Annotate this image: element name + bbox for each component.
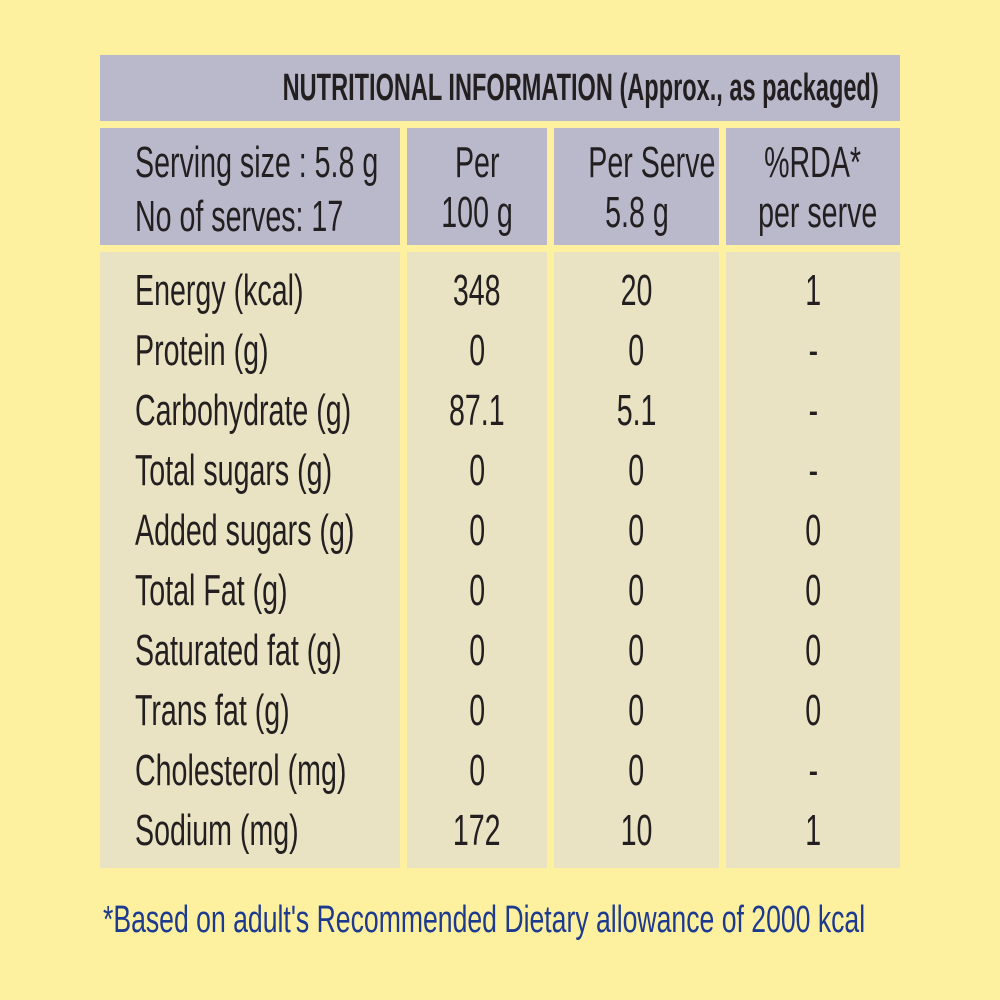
header-per-serve: Per Serve 5.8 g bbox=[554, 128, 719, 245]
cell-rda: 0 bbox=[805, 626, 821, 675]
cell-rda: - bbox=[808, 746, 818, 795]
footnote-text: *Based on adult's Recommended Dietary al… bbox=[103, 899, 866, 941]
cell-per-serve: 0 bbox=[628, 446, 645, 495]
cell-per-100g: 0 bbox=[469, 746, 485, 795]
cell-nutrient: Sodium (mg) bbox=[135, 806, 299, 855]
cell-nutrient: Total sugars (g) bbox=[135, 446, 333, 495]
cell-per-100g: 0 bbox=[469, 626, 485, 675]
cell-rda: 1 bbox=[805, 806, 821, 855]
cell-per-100g: 0 bbox=[469, 446, 485, 495]
header-per-100g: Per 100 g bbox=[407, 128, 547, 245]
cell-per-serve: 0 bbox=[628, 686, 645, 735]
cell-nutrient: Added sugars (g) bbox=[135, 506, 355, 555]
header-text: %RDA* bbox=[764, 138, 862, 187]
header-rda: %RDA* per serve bbox=[726, 128, 900, 245]
cell-nutrient: Carbohydrate (g) bbox=[135, 386, 352, 435]
cell-per-100g: 87.1 bbox=[449, 386, 505, 435]
cell-per-serve: 0 bbox=[628, 626, 645, 675]
cell-rda: 0 bbox=[805, 506, 821, 555]
cell-rda: - bbox=[808, 386, 818, 435]
cell-per-serve: 10 bbox=[620, 806, 653, 855]
cell-per-100g: 172 bbox=[453, 806, 501, 855]
cell-rda: 1 bbox=[805, 266, 821, 315]
header-text: Per bbox=[454, 138, 500, 187]
serving-size: Serving size : 5.8 g bbox=[135, 138, 379, 187]
cell-per-100g: 0 bbox=[469, 686, 485, 735]
column-rda: 1 - - - 0 0 0 0 - 1 bbox=[726, 252, 900, 868]
header-text: Per Serve bbox=[588, 138, 716, 187]
column-nutrient: Energy (kcal) Protein (g) Carbohydrate (g)… bbox=[100, 252, 400, 868]
column-per-serve: 20 0 5.1 0 0 0 0 0 0 10 bbox=[554, 252, 719, 868]
cell-per-serve: 0 bbox=[628, 506, 645, 555]
cell-nutrient: Protein (g) bbox=[135, 326, 269, 375]
table-title: NUTRITIONAL INFORMATION (Approx., as pac… bbox=[100, 55, 900, 121]
title-text: NUTRITIONAL INFORMATION (Approx., as pac… bbox=[282, 67, 879, 109]
column-per-100g: 348 0 87.1 0 0 0 0 0 0 172 bbox=[407, 252, 547, 868]
cell-per-serve: 5.1 bbox=[616, 386, 657, 435]
cell-per-serve: 0 bbox=[628, 746, 645, 795]
cell-nutrient: Cholesterol (mg) bbox=[135, 746, 347, 795]
cell-per-100g: 0 bbox=[469, 506, 485, 555]
cell-rda: - bbox=[808, 326, 818, 375]
cell-per-serve: 20 bbox=[620, 266, 653, 315]
header-text: 100 g bbox=[441, 188, 513, 237]
footnote: *Based on adult's Recommended Dietary al… bbox=[103, 895, 1000, 945]
header-text: per serve bbox=[758, 188, 878, 237]
cell-per-100g: 0 bbox=[469, 326, 485, 375]
cell-per-100g: 348 bbox=[453, 266, 501, 315]
cell-per-serve: 0 bbox=[628, 326, 645, 375]
cell-nutrient: Saturated fat (g) bbox=[135, 626, 342, 675]
cell-rda: - bbox=[808, 446, 818, 495]
cell-rda: 0 bbox=[805, 566, 821, 615]
cell-per-serve: 0 bbox=[628, 566, 645, 615]
cell-nutrient: Total Fat (g) bbox=[135, 566, 288, 615]
header-serving-info: Serving size : 5.8 g No of serves: 17 bbox=[100, 128, 400, 245]
cell-rda: 0 bbox=[805, 686, 821, 735]
cell-per-100g: 0 bbox=[469, 566, 485, 615]
cell-nutrient: Energy (kcal) bbox=[135, 266, 304, 315]
no-of-serves: No of serves: 17 bbox=[135, 192, 344, 241]
header-text: 5.8 g bbox=[604, 188, 669, 237]
cell-nutrient: Trans fat (g) bbox=[135, 686, 290, 735]
